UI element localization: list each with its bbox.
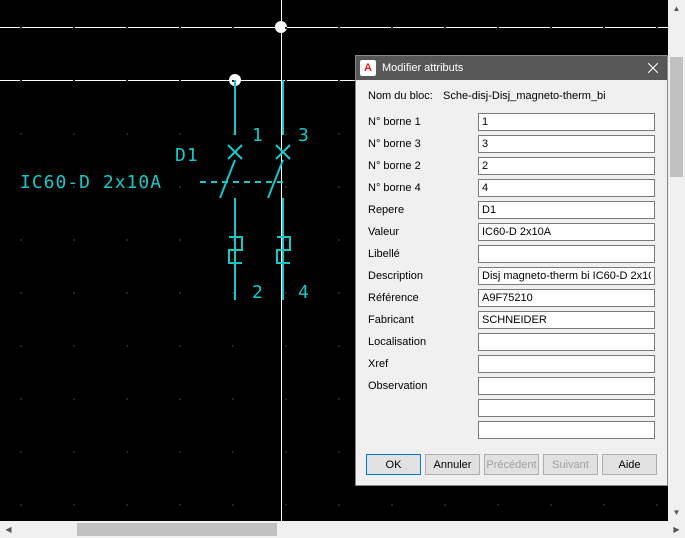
blockname-row: Nom du bloc: Sche-disj-Disj_magneto-ther…	[368, 90, 655, 102]
scroll-up-button[interactable]: ▲	[668, 0, 685, 17]
dialog-title: Modifier attributs	[382, 62, 641, 74]
scrollbar-track[interactable]	[668, 17, 685, 504]
dialog-body: Nom du bloc: Sche-disj-Disj_magneto-ther…	[356, 80, 667, 446]
field-input[interactable]	[478, 311, 655, 329]
field-label: Xref	[368, 358, 478, 370]
dialog-titlebar[interactable]: A Modifier attributs	[356, 56, 667, 80]
field-row: Description	[368, 266, 655, 286]
scrollbar-thumb[interactable]	[77, 523, 277, 536]
wire-horizontal	[0, 27, 685, 28]
field-row: Localisation	[368, 332, 655, 352]
field-input[interactable]	[478, 399, 655, 417]
prev-button[interactable]: Précédent	[484, 454, 539, 475]
field-row: N° borne 3	[368, 134, 655, 154]
field-label: N° borne 2	[368, 160, 478, 172]
component-value: IC60-D 2x10A	[20, 172, 162, 193]
field-label: Valeur	[368, 226, 478, 238]
field-label: Référence	[368, 292, 478, 304]
field-row: N° borne 2	[368, 156, 655, 176]
cancel-button[interactable]: Annuler	[425, 454, 480, 475]
scrollbar-track[interactable]	[17, 521, 668, 538]
field-input[interactable]	[478, 377, 655, 395]
close-button[interactable]	[641, 57, 665, 79]
blockname-value: Sche-disj-Disj_magneto-therm_bi	[443, 90, 655, 102]
field-input[interactable]	[478, 267, 655, 285]
horizontal-scrollbar[interactable]: ◀ ▶	[0, 521, 685, 538]
field-label: Fabricant	[368, 314, 478, 326]
extra-rows	[368, 398, 655, 440]
field-input[interactable]	[478, 113, 655, 131]
field-input[interactable]	[478, 157, 655, 175]
field-input[interactable]	[478, 201, 655, 219]
field-row: Libellé	[368, 244, 655, 264]
field-row	[368, 398, 655, 418]
scroll-left-button[interactable]: ◀	[0, 521, 17, 538]
field-input[interactable]	[478, 245, 655, 263]
next-button[interactable]: Suivant	[543, 454, 598, 475]
field-input[interactable]	[478, 355, 655, 373]
scroll-right-button[interactable]: ▶	[668, 521, 685, 538]
field-row: Fabricant	[368, 310, 655, 330]
field-label: Localisation	[368, 336, 478, 348]
field-input[interactable]	[478, 333, 655, 351]
field-input[interactable]	[478, 223, 655, 241]
ok-button[interactable]: OK	[366, 454, 421, 475]
field-label: N° borne 3	[368, 138, 478, 150]
field-label: Description	[368, 270, 478, 282]
fields-container: N° borne 1 N° borne 3 N° borne 2 N° borne 4…	[368, 112, 655, 396]
field-row: N° borne 1	[368, 112, 655, 132]
dialog-button-row: OK Annuler Précédent Suivant Aide	[356, 446, 667, 485]
field-row: Valeur	[368, 222, 655, 242]
close-icon	[648, 63, 658, 73]
field-label: N° borne 1	[368, 116, 478, 128]
field-label: Libellé	[368, 248, 478, 260]
field-label: Repere	[368, 204, 478, 216]
attribute-editor-dialog: A Modifier attributs Nom du bloc: Sche-d…	[355, 55, 668, 486]
scrollbar-thumb[interactable]	[670, 57, 683, 177]
blockname-label: Nom du bloc:	[368, 90, 443, 102]
scroll-down-button[interactable]: ▼	[668, 504, 685, 521]
app-icon: A	[360, 60, 376, 76]
field-row: Observation	[368, 376, 655, 396]
field-row	[368, 420, 655, 440]
field-row: Xref	[368, 354, 655, 374]
field-input[interactable]	[478, 421, 655, 439]
field-row: Repere	[368, 200, 655, 220]
field-label: N° borne 4	[368, 182, 478, 194]
field-input[interactable]	[478, 179, 655, 197]
field-row: Référence	[368, 288, 655, 308]
field-input[interactable]	[478, 135, 655, 153]
vertical-scrollbar[interactable]: ▲ ▼	[668, 0, 685, 521]
help-button[interactable]: Aide	[602, 454, 657, 475]
breaker-symbol	[200, 80, 340, 300]
field-input[interactable]	[478, 289, 655, 307]
field-row: N° borne 4	[368, 178, 655, 198]
field-label: Observation	[368, 380, 478, 392]
component-ref: D1	[175, 145, 199, 166]
